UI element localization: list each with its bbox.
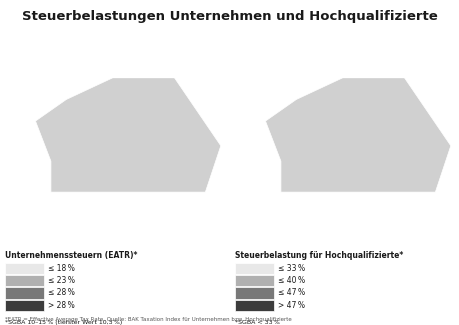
Text: Steuerbelastung für Hochqualifizierte*: Steuerbelastung für Hochqualifizierte* <box>234 251 402 260</box>
Text: *EATR = Effective Average Tax Rate, Quelle: BAK Taxation Index für Unternehmen b: *EATR = Effective Average Tax Rate, Quel… <box>5 317 291 322</box>
Text: > 28 %: > 28 % <box>48 301 75 310</box>
Text: ≤ 28 %: ≤ 28 % <box>48 289 75 297</box>
Text: Steuerbelastungen Unternehmen und Hochqualifizierte: Steuerbelastungen Unternehmen und Hochqu… <box>22 10 437 23</box>
Text: *SGBA < 33 %: *SGBA < 33 % <box>234 320 279 325</box>
Polygon shape <box>265 78 450 192</box>
Text: ≤ 33 %: ≤ 33 % <box>278 264 305 273</box>
Polygon shape <box>35 78 220 192</box>
Text: ≤ 47 %: ≤ 47 % <box>278 289 305 297</box>
Text: Unternehmenssteuern (EATR)*: Unternehmenssteuern (EATR)* <box>5 251 137 260</box>
Text: ≤ 40 %: ≤ 40 % <box>278 276 305 285</box>
Text: ≤ 18 %: ≤ 18 % <box>48 264 75 273</box>
Text: > 47 %: > 47 % <box>278 301 305 310</box>
Text: ≤ 23 %: ≤ 23 % <box>48 276 75 285</box>
Text: *SGBA 10–15 % (tiefster Wert 10,3 %): *SGBA 10–15 % (tiefster Wert 10,3 %) <box>5 320 122 325</box>
